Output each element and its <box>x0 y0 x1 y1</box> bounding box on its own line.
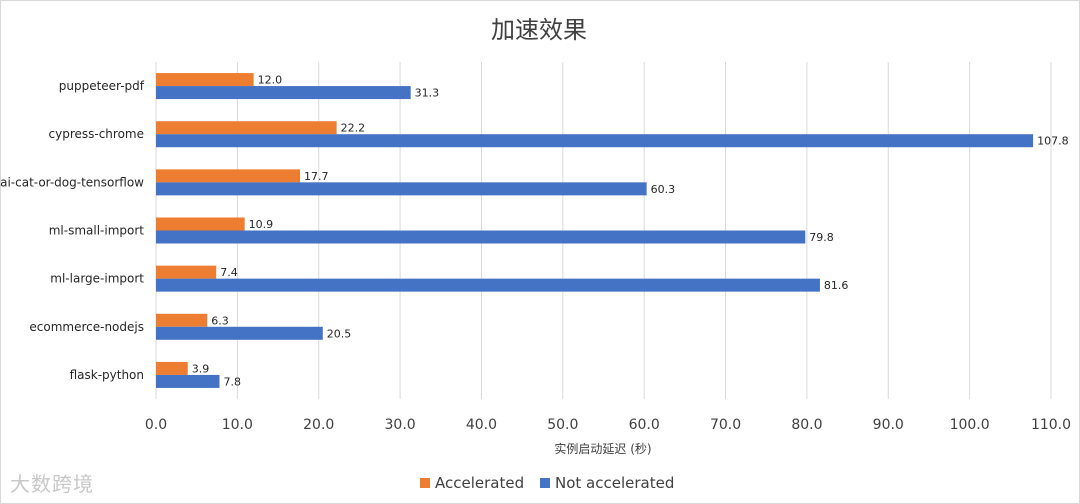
legend: Accelerated Not accelerated <box>420 474 674 492</box>
data-label: 81.6 <box>824 279 849 292</box>
legend-swatch <box>540 478 550 488</box>
bar-accelerated <box>156 121 337 135</box>
data-label: 17.7 <box>304 170 329 183</box>
chart-title: 加速效果 <box>491 16 587 44</box>
x-tick-label: 30.0 <box>385 417 416 433</box>
bar-not-accelerated <box>156 230 806 244</box>
data-label: 60.3 <box>651 183 676 196</box>
data-label: 3.9 <box>192 362 210 375</box>
category-label: puppeteer-pdf <box>59 79 145 93</box>
category-label: ml-large-import <box>50 272 144 286</box>
data-label: 107.8 <box>1037 135 1069 148</box>
category-labels: puppeteer-pdf cypress-chrome ai-cat-or-dog… <box>0 79 145 382</box>
data-label: 7.8 <box>223 375 241 388</box>
x-tick-label: 50.0 <box>547 417 578 433</box>
x-tick-label: 10.0 <box>222 417 253 433</box>
bar-accelerated <box>156 361 188 375</box>
data-label: 7.4 <box>220 266 238 279</box>
bar-not-accelerated <box>156 326 323 340</box>
bar-not-accelerated <box>156 374 220 388</box>
category-label: cypress-chrome <box>49 127 145 141</box>
bar-not-accelerated <box>156 278 820 292</box>
gridlines <box>155 62 1052 399</box>
data-label: 10.9 <box>249 218 274 231</box>
category-label: ai-cat-or-dog-tensorflow <box>0 175 144 189</box>
x-tick-label: 60.0 <box>629 417 660 433</box>
x-tick-label: 110.0 <box>1031 417 1071 433</box>
bar-accelerated <box>156 313 208 327</box>
bar-not-accelerated <box>156 182 647 196</box>
x-tick-label: 80.0 <box>791 417 822 433</box>
legend-label: Not accelerated <box>555 474 674 492</box>
bar-not-accelerated <box>156 86 411 100</box>
data-label: 31.3 <box>415 87 440 100</box>
data-label: 79.8 <box>809 231 834 244</box>
legend-swatch <box>420 478 430 488</box>
category-label: flask-python <box>70 368 144 382</box>
legend-label: Accelerated <box>435 474 524 492</box>
x-tick-label: 100.0 <box>950 417 990 433</box>
bar-accelerated <box>156 73 254 87</box>
x-axis-label: 实例启动延迟 (秒) <box>554 441 651 456</box>
x-tick-labels: 0.0 10.0 20.0 30.0 40.0 50.0 60.0 70.0 80.0 90.0 1… <box>145 417 1071 433</box>
data-label: 20.5 <box>327 327 352 340</box>
x-tick-label: 90.0 <box>873 417 904 433</box>
bar-accelerated <box>156 265 217 279</box>
bar-accelerated <box>156 169 301 183</box>
bars: 12.0 31.3 22.2 107.8 17.7 60.3 10.9 79.8 7.4 81.6… <box>156 73 1069 388</box>
x-tick-label: 0.0 <box>145 417 167 433</box>
data-label: 22.2 <box>341 122 366 135</box>
bar-accelerated <box>156 217 245 231</box>
x-tick-label: 70.0 <box>710 417 741 433</box>
category-label: ml-small-import <box>49 224 145 238</box>
data-label: 6.3 <box>211 314 229 327</box>
category-label: ecommerce-nodejs <box>29 320 144 334</box>
x-tick-label: 40.0 <box>466 417 497 433</box>
bar-not-accelerated <box>156 134 1034 148</box>
x-tick-label: 20.0 <box>303 417 334 433</box>
watermark-logo: 大数跨境 <box>10 472 94 496</box>
data-label: 12.0 <box>258 74 283 87</box>
